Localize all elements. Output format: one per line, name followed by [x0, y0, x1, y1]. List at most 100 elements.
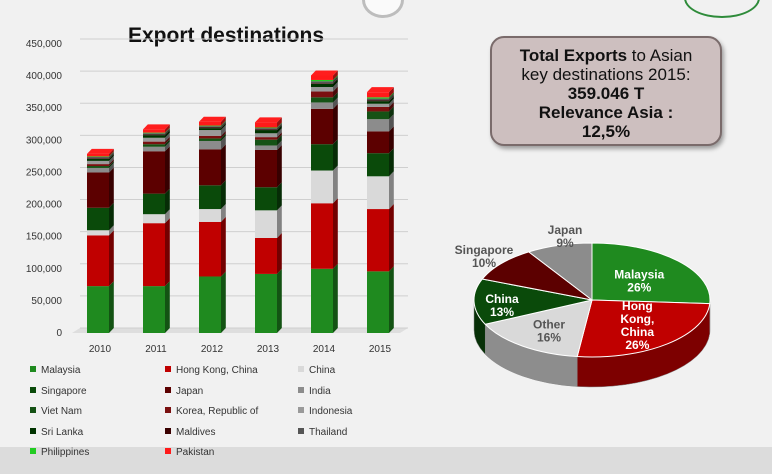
legend-swatch [165, 366, 171, 373]
bar-segment-side [109, 148, 114, 157]
bar-segment [87, 172, 109, 208]
legend-item: Hong Kong, China [165, 365, 258, 376]
bar-segment-side [389, 96, 394, 104]
bar-segment [255, 187, 277, 211]
bar-segment [311, 91, 333, 98]
bar-stack-2010 [87, 148, 114, 333]
bar-segment [255, 137, 277, 140]
bar-top [87, 148, 114, 154]
bar-segment [255, 130, 277, 134]
x-tick-label: 2015 [369, 344, 392, 355]
bar-top [367, 87, 394, 93]
bar-segment-side [109, 281, 114, 333]
bar-segment [143, 135, 165, 138]
legend-swatch [30, 448, 36, 455]
bar-segment [143, 141, 165, 145]
legend-label: India [309, 385, 331, 397]
bar-segment-side [109, 159, 114, 167]
bar-segment-side [109, 151, 114, 158]
bar-segment-side [333, 86, 338, 98]
bar-segment-side [165, 124, 170, 133]
bar-segment [87, 158, 109, 161]
legend-swatch [30, 386, 36, 393]
bar-segment [311, 203, 333, 269]
bar-segment-side [165, 139, 170, 147]
bar-segment-side [277, 124, 282, 131]
legend-item: Singapore [30, 386, 87, 397]
bar-segment-side [389, 98, 394, 107]
bar-segment-side [333, 70, 338, 80]
pie-slice [527, 242, 593, 302]
y-tick-label: 350,000 [26, 103, 63, 114]
bar-segment [255, 149, 277, 188]
bar-segment [143, 286, 165, 333]
bar-segment [199, 126, 221, 128]
bar-segment-side [277, 144, 282, 188]
bar-segment [87, 207, 109, 231]
pie-label: Hong Kong, China 26% [620, 299, 654, 352]
legend-label: Korea, Republic of [176, 406, 259, 417]
bar-segment [311, 83, 333, 84]
summary-relevance-value: 12,5% [581, 122, 631, 141]
bar-segment-side [277, 140, 282, 150]
legend-item: India [298, 386, 331, 397]
bar-top [143, 124, 170, 130]
y-tick-label: 200,000 [26, 200, 63, 211]
bar-segment-side [277, 132, 282, 140]
bar-segment-side [389, 171, 394, 210]
bar-stack-2012 [199, 116, 226, 333]
x-tick-label: 2012 [201, 344, 224, 355]
y-tick-label: 150,000 [26, 232, 63, 243]
bar-segment-side [333, 198, 338, 269]
bar-segment [199, 276, 221, 333]
summary-total: 359.046 T [567, 84, 645, 103]
bar-segment-side [109, 153, 114, 161]
legend-item: Korea, Republic of [165, 406, 258, 417]
y-tick-label: 450,000 [26, 39, 63, 50]
bar-segment-side [389, 87, 394, 98]
bar-segment-side [333, 139, 338, 171]
legend-swatch [165, 427, 171, 434]
bar-segment [143, 146, 165, 152]
bar-segment-side [389, 204, 394, 272]
bar-stack-2014 [311, 70, 338, 333]
bar-segment [143, 134, 165, 136]
bar-segment [87, 164, 109, 167]
x-tick-label: 2014 [313, 344, 336, 355]
pie-label: China 13% [485, 292, 519, 319]
pie-slice [481, 251, 593, 301]
bar-segment-side [333, 103, 338, 145]
bar-segment [199, 221, 221, 277]
bar-segment [255, 129, 277, 131]
pie-slice [591, 242, 711, 305]
pie-label: Other 16% [533, 318, 565, 345]
bar-segment [255, 139, 277, 146]
bar-segment [199, 138, 221, 141]
bar-segment-side [221, 122, 226, 129]
x-tick-label: 2010 [89, 344, 112, 355]
bar-segment [199, 121, 221, 126]
bar-segment-side [221, 216, 226, 277]
bar-segment [311, 170, 333, 204]
bar-segment-side [277, 122, 282, 129]
legend-label: Japan [176, 385, 204, 397]
bar-segment [311, 75, 333, 80]
bar-segment [87, 160, 109, 165]
pie-slice-side [484, 323, 578, 387]
bar-segment [311, 87, 333, 92]
bar-segment [367, 153, 389, 177]
bar-segment-side [109, 202, 114, 231]
legend-item: Sri Lanka [30, 427, 83, 438]
bar-segment-side [389, 106, 394, 120]
legend-label: Sri Lanka [41, 426, 84, 438]
bar-segment [367, 209, 389, 272]
bar-segment [143, 151, 165, 194]
legend-swatch [165, 448, 171, 455]
bar-segment [367, 101, 389, 104]
bar-segment [367, 271, 389, 333]
legend-item: Viet Nam [30, 406, 82, 417]
bar-segment-side [221, 204, 226, 222]
bar-segment-side [165, 141, 170, 152]
chart-floor [72, 328, 408, 333]
bar-segment-side [165, 146, 170, 194]
